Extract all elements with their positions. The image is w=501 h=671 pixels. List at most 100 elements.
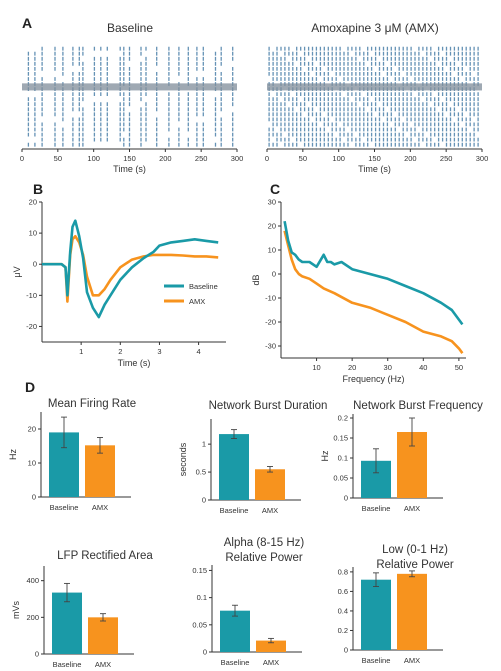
bar-chart-network-burst-frequency: Network Burst Frequency 0 0.05 0.1 0.15 0.2 Hz… (320, 400, 483, 513)
y-axis-label: mVs (11, 601, 21, 620)
x-tick-label: AMX (95, 660, 111, 669)
legend-label-baseline: Baseline (189, 282, 218, 291)
y-tick-label: 30 (268, 198, 276, 207)
bar-baseline (219, 434, 249, 500)
x-tick-label: AMX (263, 658, 279, 667)
y-tick-label: -30 (265, 342, 276, 351)
bar-chart-low-relative-power: Low (0-1 Hz) Relative Power 0 0.2 0.4 0.6 0.8 B… (338, 544, 454, 665)
x-tick-label: 1 (79, 347, 83, 356)
x-tick-label: 100 (87, 154, 100, 163)
x-tick-label: Baseline (221, 658, 250, 667)
y-tick-label: 1 (202, 440, 206, 449)
x-tick-label: 10 (312, 363, 320, 372)
x-tick-label: 40 (419, 363, 427, 372)
bar-chart-title: LFP Rectified Area (57, 550, 153, 562)
y-tick-label: 400 (26, 576, 39, 585)
raster-amx-plot: Amoxapine 3 μM (AMX) 0 50 100 150 200 250 300 Ti… (265, 21, 488, 174)
series-line-baseline (42, 219, 219, 319)
x-tick-label: 250 (440, 154, 453, 163)
x-axis-label: Time (s) (358, 164, 391, 174)
bar-amx (397, 573, 427, 650)
y-axis-label: seconds (178, 442, 188, 476)
x-tick-label: AMX (404, 656, 420, 665)
x-tick-label: AMX (262, 506, 278, 515)
bar-chart-title: Relative Power (225, 552, 303, 564)
y-tick-label: 0 (272, 270, 276, 279)
panel-label-b: B (33, 181, 43, 197)
x-axis-label: Time (s) (118, 358, 151, 368)
x-tick-label: Baseline (53, 660, 82, 669)
y-tick-label: 0.2 (338, 414, 348, 423)
y-tick-label: 20 (268, 222, 276, 231)
panel-label-d: D (25, 379, 35, 395)
y-tick-label: 10 (29, 229, 37, 238)
series-line-amx (283, 230, 464, 354)
raster-dense-channel (267, 83, 482, 91)
y-tick-label: 0.15 (333, 434, 348, 443)
x-tick-label: 300 (231, 154, 244, 163)
y-tick-label: -20 (265, 318, 276, 327)
raster-spikes (268, 46, 479, 147)
y-tick-label: 200 (26, 613, 39, 622)
x-tick-label: 150 (368, 154, 381, 163)
lfp-trace-plot: 20 10 0 -10 -20 1 2 3 4 Time (s) μV Baseline AMX (12, 198, 226, 368)
bar-chart-mean-firing-rate: Mean Firing Rate 0 10 20 Hz Baseline AMX (8, 398, 136, 512)
x-tick-label: 50 (299, 154, 307, 163)
x-tick-label: 20 (348, 363, 356, 372)
y-axis-label: Hz (8, 449, 18, 460)
y-axis-label: μV (12, 266, 22, 277)
x-tick-label: Baseline (220, 506, 249, 515)
panel-label-a: A (22, 15, 32, 31)
x-tick-label: 150 (123, 154, 136, 163)
x-tick-label: Baseline (362, 656, 391, 665)
x-tick-label: 50 (54, 154, 62, 163)
raster-spikes (27, 46, 234, 147)
y-tick-label: 0.05 (192, 620, 207, 629)
y-tick-label: 10 (268, 246, 276, 255)
y-tick-label: 0 (344, 494, 348, 503)
y-tick-label: 0.1 (338, 454, 348, 463)
y-tick-label: 0.5 (196, 468, 206, 477)
x-tick-label: 250 (195, 154, 208, 163)
bar-amx (85, 445, 115, 497)
y-tick-label: 0.6 (338, 587, 348, 596)
y-tick-label: -10 (265, 294, 276, 303)
series-line-baseline (283, 220, 464, 326)
bar-baseline (52, 592, 82, 654)
bar-chart-lfp-rectified-area: LFP Rectified Area 0 200 400 mVs Baseline AMX (11, 550, 153, 669)
x-tick-label: 0 (265, 154, 269, 163)
bar-chart-alpha-relative-power: Alpha (8-15 Hz) Relative Power 0 0.05 0.1 0.1… (192, 537, 304, 667)
bar-chart-title: Low (0-1 Hz) (382, 544, 448, 556)
x-tick-label: 50 (455, 363, 463, 372)
raster-dense-channel (22, 83, 237, 91)
x-tick-label: Baseline (362, 504, 391, 513)
bar-chart-title: Alpha (8-15 Hz) (224, 537, 305, 549)
y-tick-label: 0 (344, 646, 348, 655)
x-axis-label: Frequency (Hz) (342, 374, 404, 384)
bar-chart-network-burst-duration: Network Burst Duration 0 0.5 1 seconds Baseli… (178, 400, 327, 515)
bar-baseline (361, 579, 391, 650)
x-axis-label: Time (s) (113, 164, 146, 174)
y-tick-label: -20 (26, 322, 37, 331)
x-tick-label: 0 (20, 154, 24, 163)
y-tick-label: 0 (203, 648, 207, 657)
raster-title: Amoxapine 3 μM (AMX) (311, 21, 439, 35)
y-tick-label: 0 (33, 260, 37, 269)
y-tick-label: 10 (28, 459, 36, 468)
bar-amx (88, 617, 118, 654)
y-tick-label: 0.2 (338, 626, 348, 635)
y-tick-label: 20 (28, 425, 36, 434)
y-tick-label: 0.15 (192, 566, 207, 575)
x-tick-label: 2 (118, 347, 122, 356)
x-tick-label: 4 (197, 347, 201, 356)
bar-amx (255, 469, 285, 500)
bar-amx (256, 640, 286, 652)
bar-chart-title: Mean Firing Rate (48, 398, 136, 410)
y-tick-label: 0 (35, 650, 39, 659)
x-tick-label: 100 (332, 154, 345, 163)
x-tick-label: 30 (384, 363, 392, 372)
y-axis-label: dB (251, 274, 261, 285)
bar-chart-title: Network Burst Frequency (353, 400, 483, 412)
y-tick-label: 0 (32, 493, 36, 502)
